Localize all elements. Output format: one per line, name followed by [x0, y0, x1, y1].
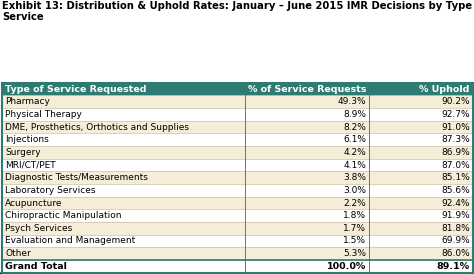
- Text: 92.7%: 92.7%: [441, 110, 470, 119]
- Text: 1.7%: 1.7%: [343, 224, 366, 233]
- Text: 86.9%: 86.9%: [441, 148, 470, 157]
- Text: 5.3%: 5.3%: [343, 249, 366, 258]
- Text: DME, Prosthetics, Orthotics and Supplies: DME, Prosthetics, Orthotics and Supplies: [5, 122, 189, 132]
- Text: Injections: Injections: [5, 135, 49, 144]
- Text: Other: Other: [5, 249, 31, 258]
- Text: % Uphold: % Uphold: [419, 85, 470, 94]
- Text: Physical Therapy: Physical Therapy: [5, 110, 82, 119]
- Text: Exhibit 13: Distribution & Uphold Rates: January – June 2015 IMR Decisions by Ty: Exhibit 13: Distribution & Uphold Rates:…: [2, 1, 474, 11]
- Text: 85.1%: 85.1%: [441, 173, 470, 182]
- Text: 3.0%: 3.0%: [343, 186, 366, 195]
- Text: 86.0%: 86.0%: [441, 249, 470, 258]
- Text: Chiropractic Manipulation: Chiropractic Manipulation: [5, 211, 122, 220]
- Text: 1.5%: 1.5%: [343, 236, 366, 246]
- Text: Evaluation and Management: Evaluation and Management: [5, 236, 136, 246]
- Text: % of Service Requests: % of Service Requests: [248, 85, 366, 94]
- Text: 4.1%: 4.1%: [344, 161, 366, 170]
- Text: 91.0%: 91.0%: [441, 122, 470, 132]
- Text: Surgery: Surgery: [5, 148, 41, 157]
- Text: 3.8%: 3.8%: [343, 173, 366, 182]
- Text: 2.2%: 2.2%: [344, 198, 366, 207]
- Text: Acupuncture: Acupuncture: [5, 198, 63, 207]
- Text: 49.3%: 49.3%: [337, 97, 366, 106]
- Text: 8.9%: 8.9%: [343, 110, 366, 119]
- Text: Laboratory Services: Laboratory Services: [5, 186, 96, 195]
- Text: 89.1%: 89.1%: [437, 262, 470, 271]
- Text: 90.2%: 90.2%: [441, 97, 470, 106]
- Text: Pharmacy: Pharmacy: [5, 97, 50, 106]
- Text: 91.9%: 91.9%: [441, 211, 470, 220]
- Text: 8.2%: 8.2%: [344, 122, 366, 132]
- Text: MRI/CT/PET: MRI/CT/PET: [5, 161, 56, 170]
- Text: 4.2%: 4.2%: [344, 148, 366, 157]
- Text: 87.3%: 87.3%: [441, 135, 470, 144]
- Text: 1.8%: 1.8%: [343, 211, 366, 220]
- Text: 6.1%: 6.1%: [343, 135, 366, 144]
- Text: Diagnostic Tests/Measurements: Diagnostic Tests/Measurements: [5, 173, 148, 182]
- Text: Service: Service: [2, 12, 44, 22]
- Text: Type of Service Requested: Type of Service Requested: [5, 85, 147, 94]
- Text: 85.6%: 85.6%: [441, 186, 470, 195]
- Text: Psych Services: Psych Services: [5, 224, 73, 233]
- Text: 69.9%: 69.9%: [441, 236, 470, 246]
- Text: 92.4%: 92.4%: [441, 198, 470, 207]
- Text: 87.0%: 87.0%: [441, 161, 470, 170]
- Text: 100.0%: 100.0%: [327, 262, 366, 271]
- Text: Grand Total: Grand Total: [5, 262, 67, 271]
- Text: 81.8%: 81.8%: [441, 224, 470, 233]
